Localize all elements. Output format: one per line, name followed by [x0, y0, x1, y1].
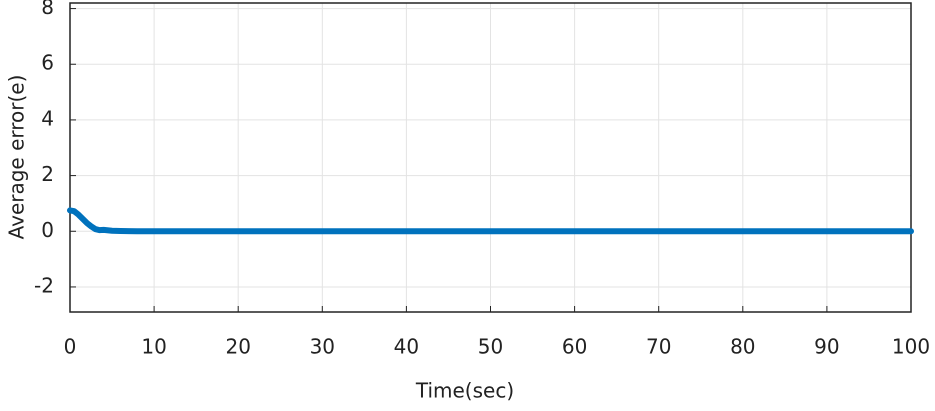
x-tick-label: 60 [562, 335, 587, 359]
y-tick-label: 0 [41, 218, 54, 242]
x-axis-title: Time(sec) [415, 379, 514, 403]
plot-frame [69, 2, 912, 313]
x-tick-label: 70 [646, 335, 671, 359]
x-tick-label: 50 [478, 335, 503, 359]
y-tick-label: -2 [34, 273, 54, 297]
y-tick-label: 8 [41, 0, 54, 19]
x-tick-label: 40 [394, 335, 419, 359]
y-tick-label: 2 [41, 162, 54, 186]
x-tick-label: 80 [730, 335, 755, 359]
x-tick-label: 100 [892, 335, 930, 359]
x-tick-label: 30 [310, 335, 335, 359]
y-axis-title: Average error(e) [5, 75, 29, 240]
x-tick-label: 20 [225, 335, 250, 359]
y-tick-label: 4 [41, 106, 54, 130]
x-tick-label: 10 [141, 335, 166, 359]
y-tick-label: 6 [41, 51, 54, 75]
x-tick-label: 0 [64, 335, 77, 359]
data-line [67, 207, 914, 235]
x-tick-label: 90 [814, 335, 839, 359]
